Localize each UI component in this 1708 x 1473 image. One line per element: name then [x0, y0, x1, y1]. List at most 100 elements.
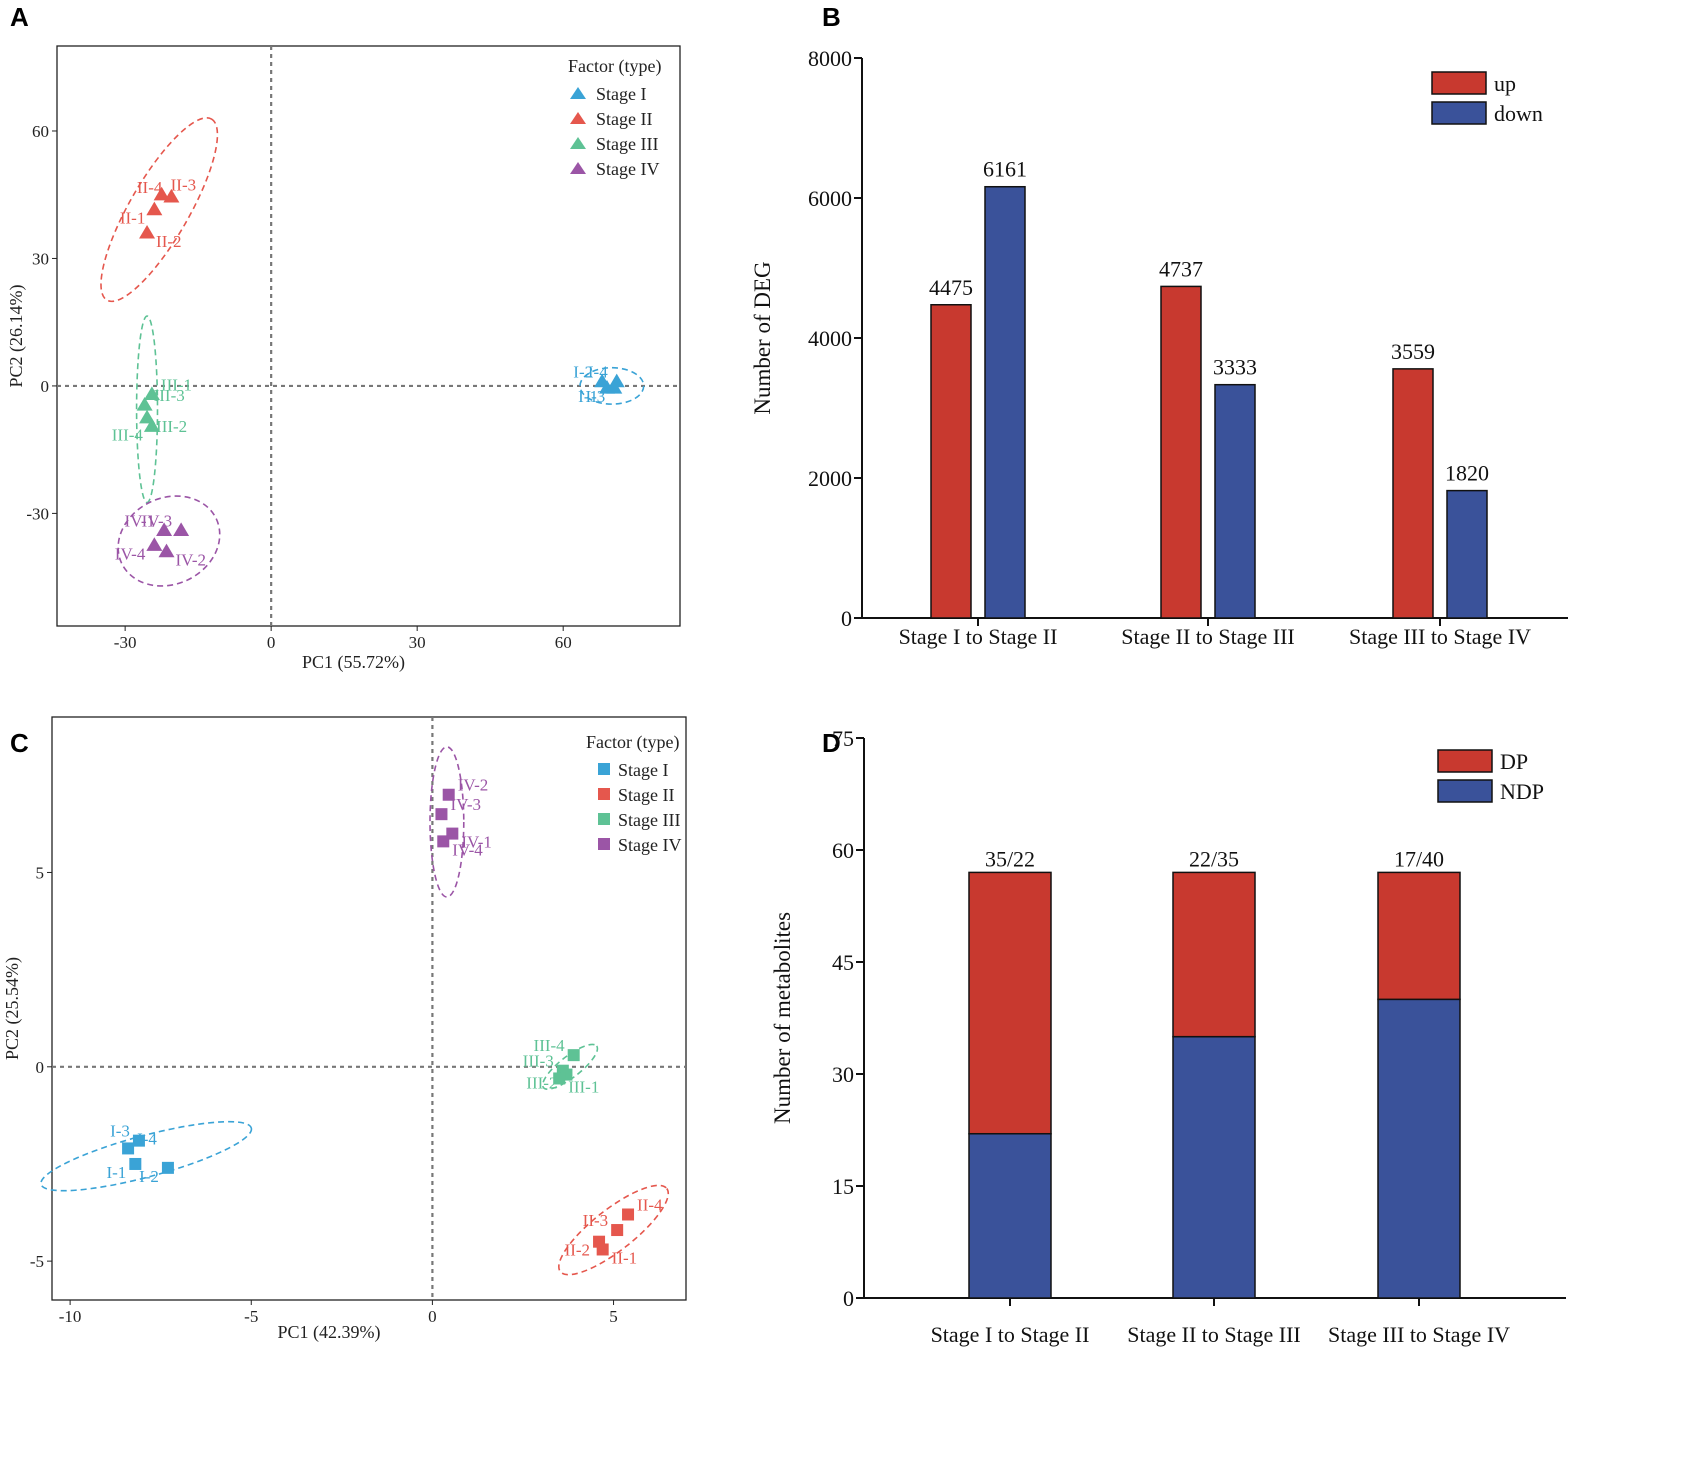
legend-label: NDP [1500, 779, 1544, 804]
x-tick-label: Stage I to Stage II [931, 1322, 1090, 1347]
legend-label: DP [1500, 749, 1528, 774]
panel-letter-d: D [822, 728, 841, 758]
category-stage-ii-to-stage-iii: Stage II to Stage III 22/35 [1127, 846, 1301, 1347]
x-tick-label: -10 [59, 1307, 82, 1326]
legend-swatch [598, 763, 610, 775]
point-marker [553, 1072, 566, 1085]
legend-label: down [1494, 101, 1543, 126]
legend-label: up [1494, 71, 1516, 96]
y-tick-label: 60 [32, 122, 49, 141]
point-marker [158, 543, 175, 558]
point-label: IV-1 [125, 511, 156, 530]
panel-letter-a: A [10, 2, 29, 32]
bar-value-label: 1820 [1445, 461, 1489, 486]
point-marker [437, 835, 450, 848]
x-tick-label: Stage II to Stage III [1127, 1322, 1301, 1347]
point-label: IV-2 [176, 551, 207, 570]
point-label: II-3 [583, 1211, 608, 1230]
point-marker [446, 827, 459, 840]
bar-up [1160, 285, 1202, 619]
confidence-ellipse [40, 1120, 253, 1192]
group-stage-ii: II-3 II-4 II-1 II-2 [100, 117, 219, 303]
point-marker [606, 380, 623, 394]
x-tick-label: 0 [428, 1307, 437, 1326]
point-label: III-3 [523, 1052, 554, 1071]
bar-value-label: 22/35 [1189, 846, 1239, 871]
bar-value-label: 4475 [929, 275, 973, 300]
confidence-ellipse [135, 315, 159, 504]
legend-swatch [570, 162, 586, 174]
plot-frame [56, 45, 681, 627]
point-label: III-2 [156, 417, 187, 436]
x-tick-label: 0 [267, 633, 276, 652]
confidence-ellipse [558, 1184, 670, 1276]
confidence-ellipse [541, 1043, 599, 1090]
legend-label: Stage II [596, 109, 652, 129]
point-label: I-3 [585, 387, 605, 406]
scatter-a: -30 0 30 60 -30 0 30 60 PC1 (55.72%) PC2 (26.14%)… [6, 45, 681, 673]
y-tick-label: 30 [32, 249, 49, 268]
point-marker [146, 537, 163, 551]
legend: DP NDP [1437, 749, 1544, 804]
legend-swatch [570, 137, 586, 149]
y-tick-label: 6000 [808, 186, 852, 211]
point-label: II-1 [612, 1248, 637, 1267]
legend: up down [1431, 71, 1543, 126]
point-label: II-4 [137, 178, 163, 197]
group-stage-i: I-2I-4 I-1I-3 [573, 363, 645, 406]
bar-dp [1377, 871, 1461, 1001]
group-stage-iv: IV-1IV-3 IV-4 IV-2 [115, 495, 221, 587]
y-tick-label: 0 [841, 606, 852, 631]
category-stage-iii-to-stage-iv: Stage III to Stage IV 17/40 [1328, 846, 1510, 1347]
legend-swatch [570, 112, 586, 124]
y-axis-label: PC2 (25.54%) [2, 957, 23, 1060]
bar-ndp [968, 1132, 1052, 1299]
x-tick-label: 30 [409, 633, 426, 652]
point-label: I-1 [578, 387, 598, 406]
y-tick-label: -30 [26, 504, 49, 523]
point-label: III-4 [112, 425, 144, 444]
point-marker [435, 808, 448, 821]
panel-letter-c: C [10, 728, 29, 758]
bar-down [984, 185, 1026, 619]
confidence-ellipse [429, 746, 465, 898]
legend-label: Stage I [618, 760, 668, 780]
point-label: IV-4 [452, 840, 483, 859]
y-tick-label: 75 [832, 726, 854, 751]
point-marker [136, 397, 153, 411]
legend-swatch [598, 838, 610, 850]
bar-value-label: 3559 [1391, 339, 1435, 364]
x-axis-label: PC1 (55.72%) [302, 652, 405, 673]
category-stage-ii-to-stage-iii: Stage II to Stage III 4737 3333 [1121, 256, 1295, 649]
y-tick-label: -5 [30, 1252, 44, 1271]
legend-label: Stage IV [596, 159, 659, 179]
legend-label: Stage I [596, 84, 646, 104]
legend-swatch [598, 813, 610, 825]
plot-frame [51, 716, 687, 1301]
point-marker [129, 1157, 142, 1170]
bar-ndp [1377, 998, 1461, 1299]
bar-value-label: 3333 [1213, 355, 1257, 380]
x-tick-label: Stage II to Stage III [1121, 624, 1295, 649]
legend-title: Factor (type) [568, 56, 661, 77]
point-label: I-1 [106, 1163, 126, 1182]
y-tick-label: 30 [832, 1062, 854, 1087]
point-label: IV-2 [458, 776, 489, 795]
point-label: II-1 [120, 209, 145, 228]
point-label: I-3 [110, 1122, 130, 1141]
legend: Factor (type) Stage I Stage II Stage III Sta… [568, 56, 661, 179]
legend: Factor (type) Stage I Stage II Stage III Sta… [586, 732, 681, 855]
point-label: IV-3 [142, 511, 173, 530]
bar-value-label: 4737 [1159, 256, 1203, 281]
bar-ndp [1172, 1035, 1256, 1299]
y-tick-label: 5 [36, 863, 45, 882]
confidence-ellipse [117, 495, 221, 587]
point-marker [139, 224, 156, 239]
y-tick-label: 4000 [808, 326, 852, 351]
point-marker [161, 1161, 174, 1174]
legend-swatch [598, 788, 610, 800]
point-marker [143, 386, 160, 401]
bar-value-label: 17/40 [1394, 846, 1444, 871]
